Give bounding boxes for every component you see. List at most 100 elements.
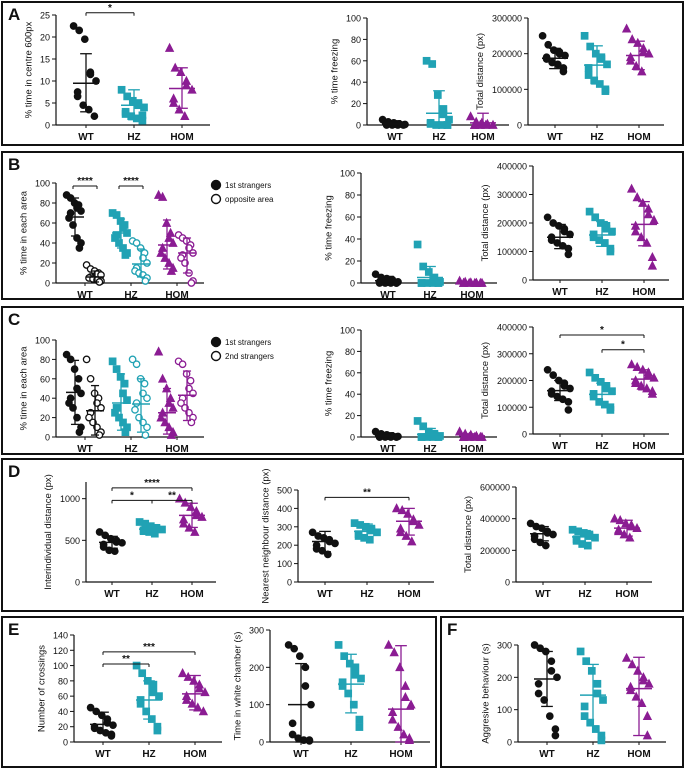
data-point [186, 376, 195, 385]
x-tick-label: HOM [471, 132, 494, 143]
data-point [115, 239, 123, 247]
chart-2: 0 100000 200000 300000 Total distance (px) WT… [475, 14, 664, 143]
data-point [131, 405, 139, 414]
y-tick-label: 80 [351, 35, 361, 45]
y-tick-label: 300 [249, 626, 264, 636]
y-axis-label: Total distance (px) [463, 496, 474, 573]
y-tick-label: 400000 [480, 514, 510, 524]
data-point [132, 661, 141, 670]
data-point [406, 699, 416, 709]
data-point [591, 725, 600, 733]
data-point [621, 652, 632, 662]
x-tick-label: WT [104, 589, 120, 600]
data-point [589, 392, 598, 401]
data-point [549, 371, 558, 379]
data-point [288, 719, 297, 728]
y-tick-label: 0 [45, 433, 50, 443]
x-tick-label: HZ [423, 290, 436, 301]
x-tick-label: HZ [124, 290, 137, 301]
chart-1: 0 20 40 60 80 100 % time freezing WT HZ HOM [329, 14, 509, 143]
data-point [132, 399, 141, 407]
series-WT [543, 213, 574, 259]
data-point [599, 696, 607, 704]
x-tick-label: WT [77, 290, 93, 301]
data-point [644, 678, 654, 688]
chart-8: 0 100000 200000 300000 400000 Total distance … [480, 323, 669, 452]
data-point [371, 270, 380, 279]
data-point [338, 682, 347, 690]
y-tick-label: 600000 [480, 483, 510, 493]
data-point [143, 394, 151, 403]
series-HOM [454, 426, 487, 441]
data-point [66, 355, 75, 364]
y-tick-label: 80 [345, 191, 355, 201]
data-point [121, 251, 130, 259]
x-tick-label: HZ [142, 749, 155, 760]
series-HOM [174, 493, 207, 536]
significance-label: * [108, 3, 112, 14]
data-point [166, 265, 177, 275]
data-point [400, 691, 411, 702]
data-point [584, 71, 593, 79]
data-point [334, 641, 343, 649]
data-point [621, 23, 632, 33]
y-tick-label: 100 [340, 169, 355, 179]
data-point [613, 526, 624, 536]
data-point [399, 121, 408, 129]
data-point [120, 379, 129, 388]
x-tick-label: WT [539, 749, 555, 760]
data-point [183, 671, 193, 681]
data-point [637, 697, 647, 708]
legend: 1st strangers opposite area [210, 179, 274, 205]
data-point [86, 703, 95, 712]
data-point [123, 92, 132, 101]
data-point [138, 111, 147, 120]
chart-4: 0 20 40 60 80 100 % time freezing WT HZ HOM [323, 169, 497, 301]
data-point [591, 213, 600, 222]
x-tick-label: WT [293, 749, 309, 760]
data-point [157, 373, 168, 383]
data-point [424, 268, 433, 276]
y-tick-label: 300 [497, 641, 512, 651]
data-point [626, 183, 637, 193]
y-tick-label: 0 [259, 738, 264, 748]
data-point [609, 513, 620, 523]
y-tick-label: 100 [35, 336, 50, 346]
series-HOM [153, 189, 197, 287]
data-point [143, 259, 151, 267]
data-point [643, 369, 654, 380]
series-HZ [413, 240, 444, 287]
y-tick-label: 100 [340, 326, 355, 336]
legend-label: 1st strangers [225, 181, 271, 190]
panel-letter-A: A [8, 5, 20, 24]
series-HOM [153, 346, 197, 439]
series-WT [69, 22, 100, 121]
data-point [649, 214, 659, 225]
y-axis-label: Number of crossings [36, 645, 47, 732]
series-HZ [108, 355, 151, 439]
y-tick-label: 500 [277, 486, 292, 496]
data-point [178, 518, 189, 528]
x-tick-label: HZ [432, 132, 445, 143]
y-axis-label: Total distance (px) [475, 33, 486, 110]
data-point [593, 689, 602, 698]
y-tick-label: 80 [345, 347, 355, 357]
series-WT [86, 703, 117, 740]
data-point [193, 702, 203, 712]
data-point [564, 250, 573, 259]
data-point [596, 377, 605, 386]
data-point [181, 694, 192, 704]
x-tick-label: HOM [165, 290, 188, 301]
data-point [541, 541, 550, 550]
series-HZ [576, 647, 607, 745]
legend-label: opposite area [225, 195, 274, 204]
data-point [140, 379, 149, 388]
legend-marker-filled [210, 336, 222, 348]
data-point [642, 730, 653, 740]
data-point [86, 70, 95, 79]
y-tick-label: 60 [345, 213, 355, 223]
data-point [198, 706, 209, 716]
y-tick-label: 1000 [60, 494, 80, 504]
y-tick-label: 20 [40, 33, 50, 43]
data-point [180, 110, 190, 121]
